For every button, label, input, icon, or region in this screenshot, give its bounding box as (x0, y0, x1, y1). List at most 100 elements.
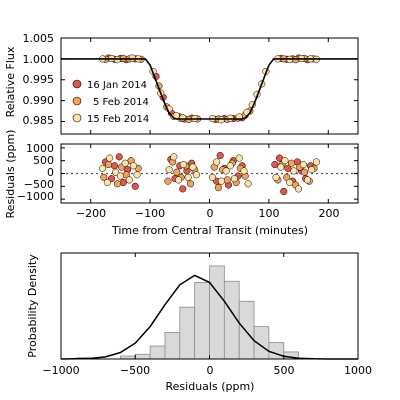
histogram-bar (164, 332, 181, 360)
residual-point-5-feb-2014 (104, 160, 113, 169)
light-curve-point-5-feb-2014 (292, 56, 300, 64)
residual-point-15-feb-2014 (192, 171, 200, 179)
residual-point-15-feb-2014 (290, 167, 298, 175)
residual-point-15-feb-2014 (308, 166, 316, 174)
residual-point-16-jan-2014 (216, 151, 224, 160)
residual-point-5-feb-2014 (100, 173, 108, 181)
residual-point-15-feb-2014 (184, 173, 192, 181)
residual-point-15-feb-2014 (213, 158, 221, 166)
light-curve-point-15-feb-2014 (226, 114, 234, 122)
legend-marker-16-jan-2014 (72, 79, 82, 89)
residuals-y-tick-label: 500 (33, 154, 54, 167)
histogram-bar (194, 282, 210, 360)
residual-point-16-jan-2014 (179, 185, 187, 193)
residual-point-5-feb-2014 (223, 176, 231, 184)
light-curve-panel: 1.005 1.000 0.995 0.990 0.985 Relative F… (4, 32, 359, 135)
residual-point-15-feb-2014 (312, 158, 320, 166)
residual-point-5-feb-2014 (300, 168, 309, 176)
light-curve-y-tick-label: 0.985 (23, 114, 55, 127)
residuals-y-tick-label: 0 (47, 166, 54, 179)
legend-label-15-feb-2014: 15 Feb 2014 (87, 114, 149, 125)
residual-point-15-feb-2014 (165, 166, 173, 174)
residual-point-15-feb-2014 (272, 173, 280, 181)
residuals-x-tick-label: 200 (319, 207, 340, 220)
residuals-x-tick-label: −200 (76, 207, 106, 220)
light-curve-y-tick-label: 1.005 (23, 32, 55, 45)
residual-point-15-feb-2014 (121, 159, 129, 167)
histogram-bar (149, 345, 166, 360)
residual-point-15-feb-2014 (226, 162, 234, 170)
histogram-bar (268, 342, 285, 360)
residual-point-16-jan-2014 (115, 153, 123, 161)
legend-marker-5-feb-2014 (72, 96, 82, 106)
residual-point-16-jan-2014 (271, 160, 279, 169)
light-curve-y-tick-label: 0.990 (23, 94, 55, 107)
histogram-panel: Probability Density −1000 −500 0 500 100… (26, 252, 372, 393)
residual-point-15-feb-2014 (99, 164, 107, 172)
histogram-bar (209, 265, 225, 360)
residuals-x-tick-labels: −200 −100 0 100 200 (76, 207, 340, 220)
residual-point-15-feb-2014 (208, 173, 217, 181)
residual-point-15-feb-2014 (125, 176, 133, 184)
residuals-x-tick-label: 0 (207, 207, 214, 220)
histogram-bar (134, 353, 151, 360)
light-curve-point-15-feb-2014 (128, 54, 136, 62)
residual-point-5-feb-2014 (173, 168, 181, 176)
light-curve-point-15-feb-2014 (179, 114, 187, 122)
residual-point-16-jan-2014 (110, 162, 119, 170)
residual-point-15-feb-2014 (286, 178, 294, 187)
residuals-panel: 1000 500 0 −500 −1000 Residuals (ppm) −2… (4, 130, 359, 237)
residuals-frame (60, 143, 359, 204)
residuals-y-tick-labels: 1000 500 0 −500 −1000 (17, 142, 54, 203)
light-curve-y-tick-label: 1.000 (23, 53, 55, 66)
residual-point-15-feb-2014 (116, 172, 124, 180)
histogram-bar (179, 306, 196, 360)
legend-marker-15-feb-2014 (72, 113, 82, 123)
residual-point-16-jan-2014 (280, 187, 288, 196)
residuals-x-axis-label: Time from Central Transit (minutes) (111, 224, 308, 237)
light-curve-y-axis-label: Relative Flux (4, 46, 17, 117)
histogram-y-axis-label: Probability Density (26, 254, 39, 358)
histogram-x-tick-labels: −1000 −500 0 500 1000 (42, 364, 372, 377)
residual-point-5-feb-2014 (287, 159, 296, 167)
histogram-x-axis-label: Residuals (ppm) (166, 380, 255, 393)
residual-point-16-jan-2014 (284, 164, 292, 172)
legend: 16 Jan 2014 5 Feb 2014 15 Feb 2014 (72, 79, 149, 125)
residual-point-16-jan-2014 (131, 182, 139, 190)
residual-point-15-feb-2014 (179, 160, 187, 169)
residual-point-15-feb-2014 (112, 168, 120, 176)
residual-point-15-feb-2014 (277, 163, 285, 171)
histogram-bar (238, 300, 255, 360)
transit-model-line (61, 58, 358, 120)
residual-point-15-feb-2014 (303, 176, 312, 184)
residual-point-5-feb-2014 (164, 177, 172, 185)
residual-point-5-feb-2014 (186, 180, 195, 188)
residuals-y-tick-label: −1000 (17, 190, 54, 203)
residual-point-15-feb-2014 (217, 177, 225, 185)
light-curve-point-15-feb-2014 (113, 56, 121, 64)
residual-point-15-feb-2014 (281, 157, 289, 165)
legend-label-16-jan-2014: 16 Jan 2014 (87, 80, 147, 91)
residuals-x-tick-label: −100 (135, 207, 165, 220)
residual-point-16-jan-2014 (119, 178, 127, 187)
residual-point-15-feb-2014 (240, 167, 248, 175)
legend-label-5-feb-2014: 5 Feb 2014 (93, 97, 149, 108)
residual-point-15-feb-2014 (230, 175, 238, 183)
residual-point-15-feb-2014 (175, 176, 183, 184)
histogram-x-tick-label: −500 (120, 364, 150, 377)
histogram-x-tick-label: 500 (274, 364, 295, 377)
residual-point-15-feb-2014 (129, 162, 138, 170)
residual-point-15-feb-2014 (133, 171, 141, 179)
residual-point-5-feb-2014 (214, 184, 222, 192)
histogram-x-tick-label: −1000 (42, 364, 79, 377)
residuals-y-axis-label: Residuals (ppm) (4, 130, 17, 219)
residual-point-15-feb-2014 (244, 180, 252, 188)
residual-point-15-feb-2014 (106, 154, 114, 162)
residual-point-15-feb-2014 (222, 167, 230, 175)
residuals-y-tick-label: −500 (24, 178, 54, 191)
residuals-x-tick-label: 100 (259, 207, 280, 220)
residual-point-15-feb-2014 (295, 185, 303, 193)
histogram-x-tick-label: 1000 (344, 364, 372, 377)
residual-point-15-feb-2014 (103, 178, 111, 187)
